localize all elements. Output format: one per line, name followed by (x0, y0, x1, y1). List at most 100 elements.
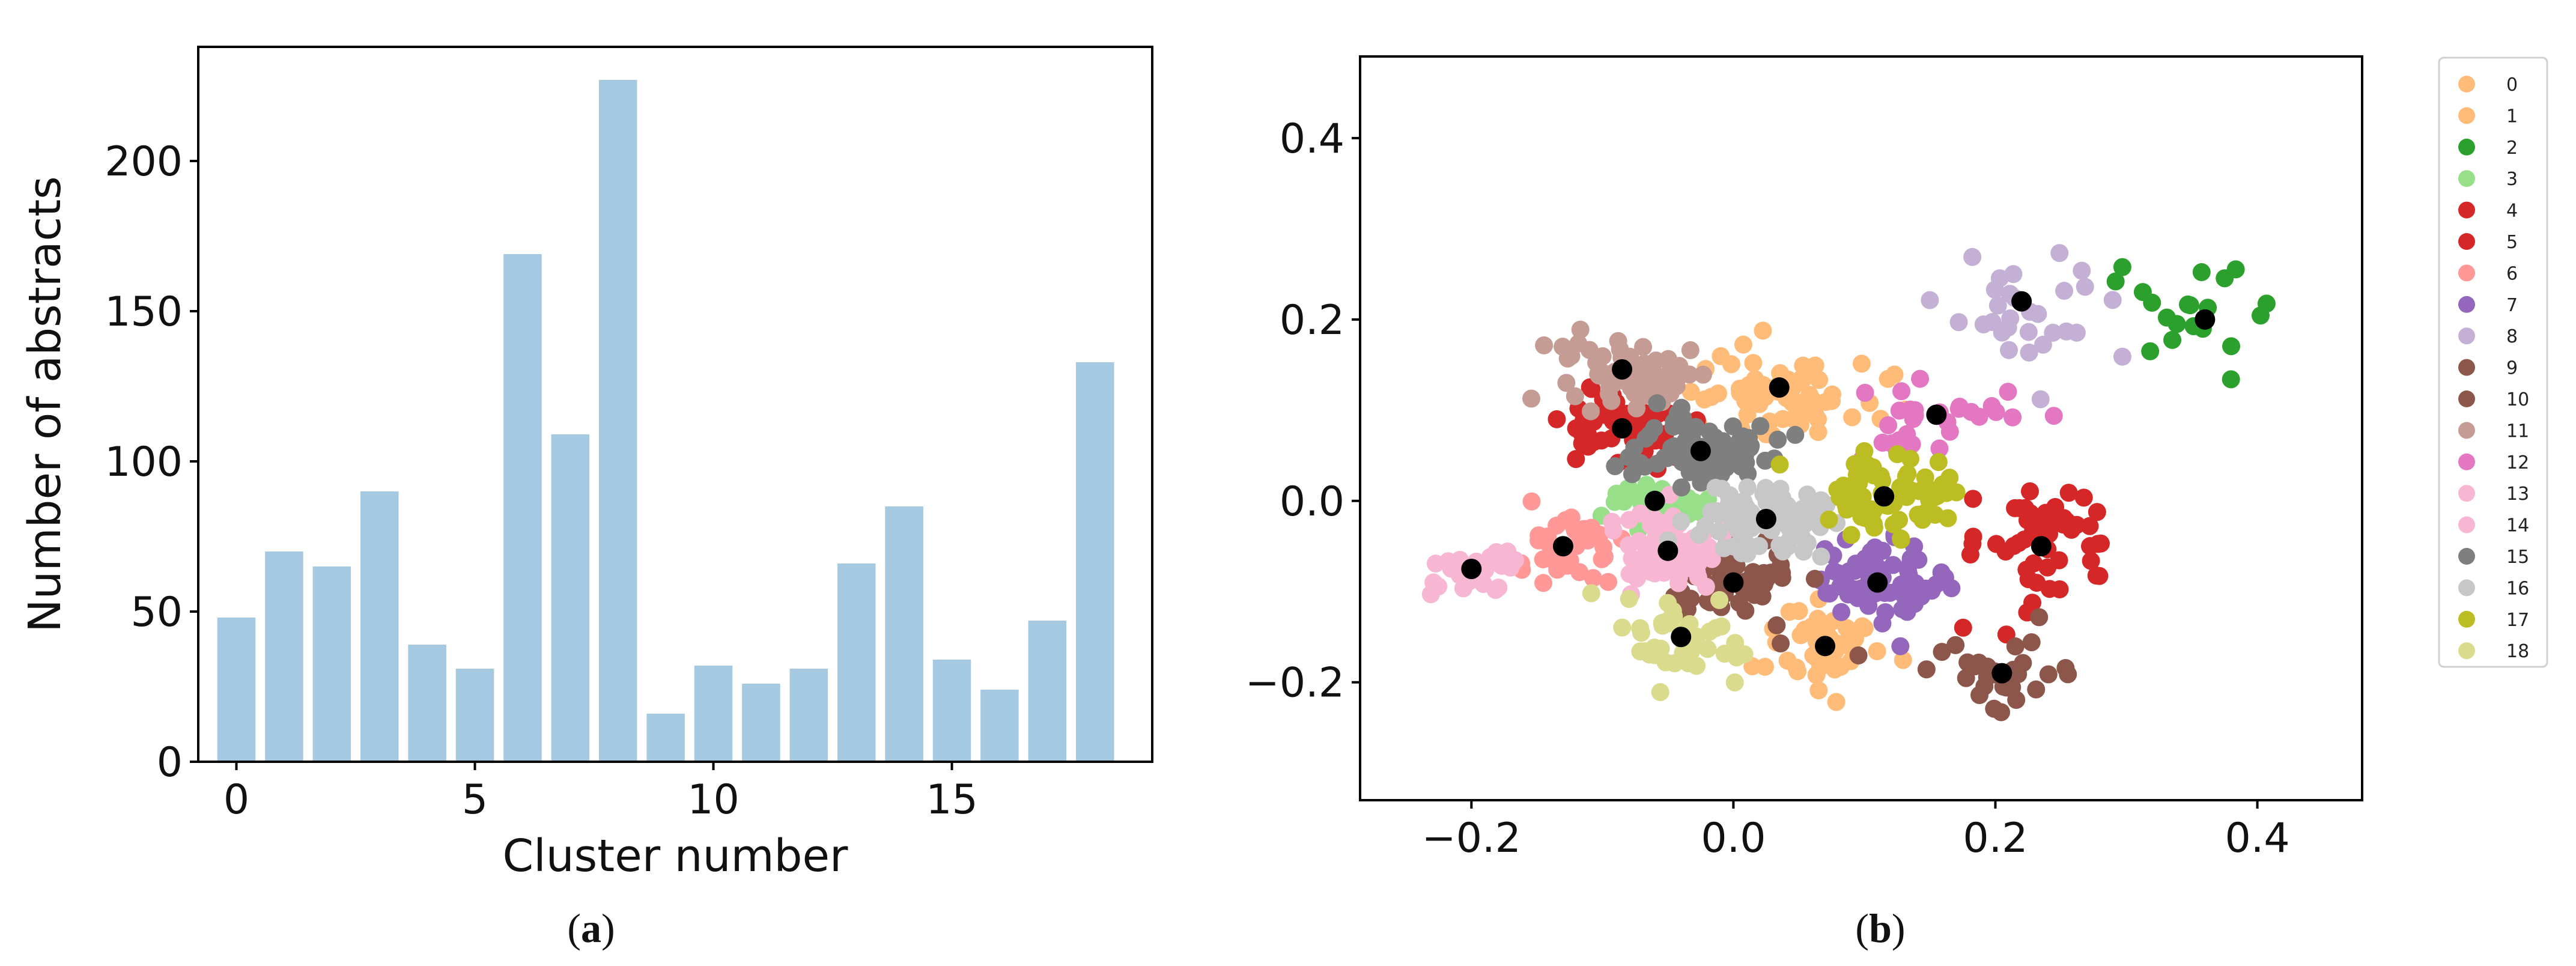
scatter-point-cluster-14 (1603, 512, 1621, 531)
scatter-point-cluster-9 (2022, 633, 2041, 652)
centroid-cluster-11 (1612, 359, 1633, 380)
scatter-point-cluster-8 (1993, 323, 2011, 342)
scatter-point-cluster-14 (1669, 574, 1687, 592)
bar-x-tick-label: 10 (687, 776, 740, 824)
scatter-point-cluster-16 (1778, 503, 1797, 521)
scatter-point-cluster-11 (1680, 365, 1698, 384)
legend-marker-6 (2458, 264, 2475, 282)
legend-box (2438, 56, 2548, 668)
scatter-point-cluster-9 (1946, 636, 1965, 654)
scatter-point-cluster-8 (2113, 347, 2131, 366)
scatter-point-cluster-5 (1573, 434, 1591, 453)
scatter-point-cluster-11 (1535, 336, 1554, 354)
bar-0 (217, 618, 256, 762)
scatter-point-cluster-17 (1842, 526, 1861, 544)
scatter-point-cluster-7 (1859, 597, 1878, 615)
scatter-point-cluster-12 (1930, 439, 1949, 458)
scatter-point-cluster-0 (1827, 693, 1845, 711)
bar-4 (408, 645, 446, 762)
scatter-point-cluster-8 (1988, 296, 2007, 315)
scatter-point-cluster-1 (1771, 364, 1790, 383)
scatter-point-cluster-15 (1645, 419, 1663, 437)
scatter-point-cluster-11 (1554, 338, 1572, 356)
scatter-point-cluster-18 (1632, 624, 1651, 642)
scatter-point-cluster-18 (1582, 584, 1600, 603)
centroid-cluster-14 (1657, 540, 1678, 561)
scatter-point-cluster-0 (1807, 666, 1826, 684)
scatter-point-cluster-17 (1898, 464, 1917, 483)
legend-label-10: 10 (2506, 389, 2529, 410)
scatter-point-cluster-10 (1767, 616, 1786, 634)
scatter-point-cluster-4 (2006, 499, 2025, 517)
scatter-point-cluster-14 (1645, 564, 1664, 583)
scatter-point-cluster-15 (1706, 428, 1724, 447)
scatter-point-cluster-1 (1788, 403, 1806, 422)
bar-8 (598, 80, 637, 762)
bar-15 (932, 660, 971, 762)
scatter-panel-label: (b) (1855, 905, 1905, 951)
scatter-point-cluster-11 (1609, 332, 1627, 350)
scatter-point-cluster-8 (2057, 322, 2076, 341)
legend-marker-5 (2458, 233, 2475, 250)
scatter-point-cluster-4 (2050, 580, 2069, 598)
scatter-point-cluster-9 (1985, 699, 2003, 718)
scatter-point-cluster-1 (1702, 387, 1721, 406)
legend-marker-1 (2458, 107, 2475, 124)
scatter-point-cluster-14 (1620, 565, 1639, 583)
scatter-point-cluster-17 (1926, 488, 1945, 506)
scatter-point-cluster-0 (1787, 658, 1806, 677)
scatter-point-cluster-15 (1648, 394, 1666, 413)
scatter-point-cluster-0 (1809, 681, 1828, 700)
legend-label-4: 4 (2506, 201, 2518, 222)
scatter-point-cluster-16 (1728, 520, 1747, 539)
scatter-point-cluster-7 (1839, 580, 1858, 598)
scatter-point-cluster-15 (1769, 430, 1787, 449)
scatter-point-cluster-15 (1732, 457, 1751, 476)
scatter-point-cluster-17 (1864, 466, 1882, 484)
scatter-centroids (1461, 291, 2216, 684)
legend-label-14: 14 (2506, 515, 2529, 536)
scatter-point-cluster-2 (2222, 337, 2241, 356)
scatter-point-cluster-18 (1726, 634, 1745, 652)
scatter-point-cluster-11 (1634, 338, 1653, 356)
bar-5 (455, 669, 494, 762)
bar-7 (551, 434, 590, 762)
scatter-point-cluster-7 (1862, 542, 1880, 561)
scatter-point-cluster-1 (1809, 423, 1827, 442)
scatter-point-cluster-16 (1789, 520, 1808, 538)
legend-label-5: 5 (2506, 232, 2518, 253)
scatter-point-cluster-11 (1681, 341, 1700, 359)
scatter-point-cluster-1 (1806, 356, 1824, 375)
scatter-point-cluster-4 (2028, 574, 2046, 592)
scatter-point-cluster-16 (1754, 485, 1773, 503)
bar-y-tick-label: 200 (105, 138, 183, 186)
scatter-point-cluster-16 (1690, 526, 1709, 544)
legend-label-9: 9 (2506, 358, 2518, 379)
scatter-point-cluster-11 (1571, 320, 1590, 339)
bar-panel-label: (a) (567, 905, 615, 951)
scatter-point-cluster-9 (1917, 660, 1936, 679)
scatter-point-cluster-0 (1817, 652, 1836, 670)
scatter-point-cluster-8 (2001, 309, 2020, 327)
scatter-point-cluster-8 (2034, 335, 2052, 354)
scatter-point-cluster-15 (1674, 409, 1692, 428)
scatter-point-cluster-2 (2179, 295, 2198, 314)
scatter-point-cluster-12 (1892, 382, 1911, 401)
scatter-point-cluster-15 (1672, 478, 1690, 497)
scatter-point-cluster-11 (1557, 374, 1576, 392)
scatter-point-cluster-4 (2050, 551, 2068, 570)
scatter-point-cluster-9 (2006, 637, 2025, 656)
scatter-chart-panel: −0.2 0.0 0.2 0.4 −0.20.00.20.4 (b) 01234567… (1245, 55, 2548, 951)
legend-label-8: 8 (2506, 326, 2518, 347)
scatter-point-cluster-11 (1667, 377, 1686, 395)
scatter-point-cluster-4 (2080, 517, 2099, 535)
centroid-cluster-18 (1671, 627, 1692, 648)
scatter-point-cluster-13 (1481, 548, 1499, 567)
scatter-point-cluster-11 (1522, 389, 1541, 408)
scatter-point-cluster-7 (1850, 559, 1869, 577)
scatter-point-cluster-8 (1963, 248, 1982, 266)
bar-x-ticks: 0 5 10 15 (223, 762, 978, 824)
legend-marker-4 (2458, 201, 2475, 219)
scatter-point-cluster-8 (2031, 390, 2050, 409)
scatter-point-cluster-6 (1599, 573, 1618, 591)
